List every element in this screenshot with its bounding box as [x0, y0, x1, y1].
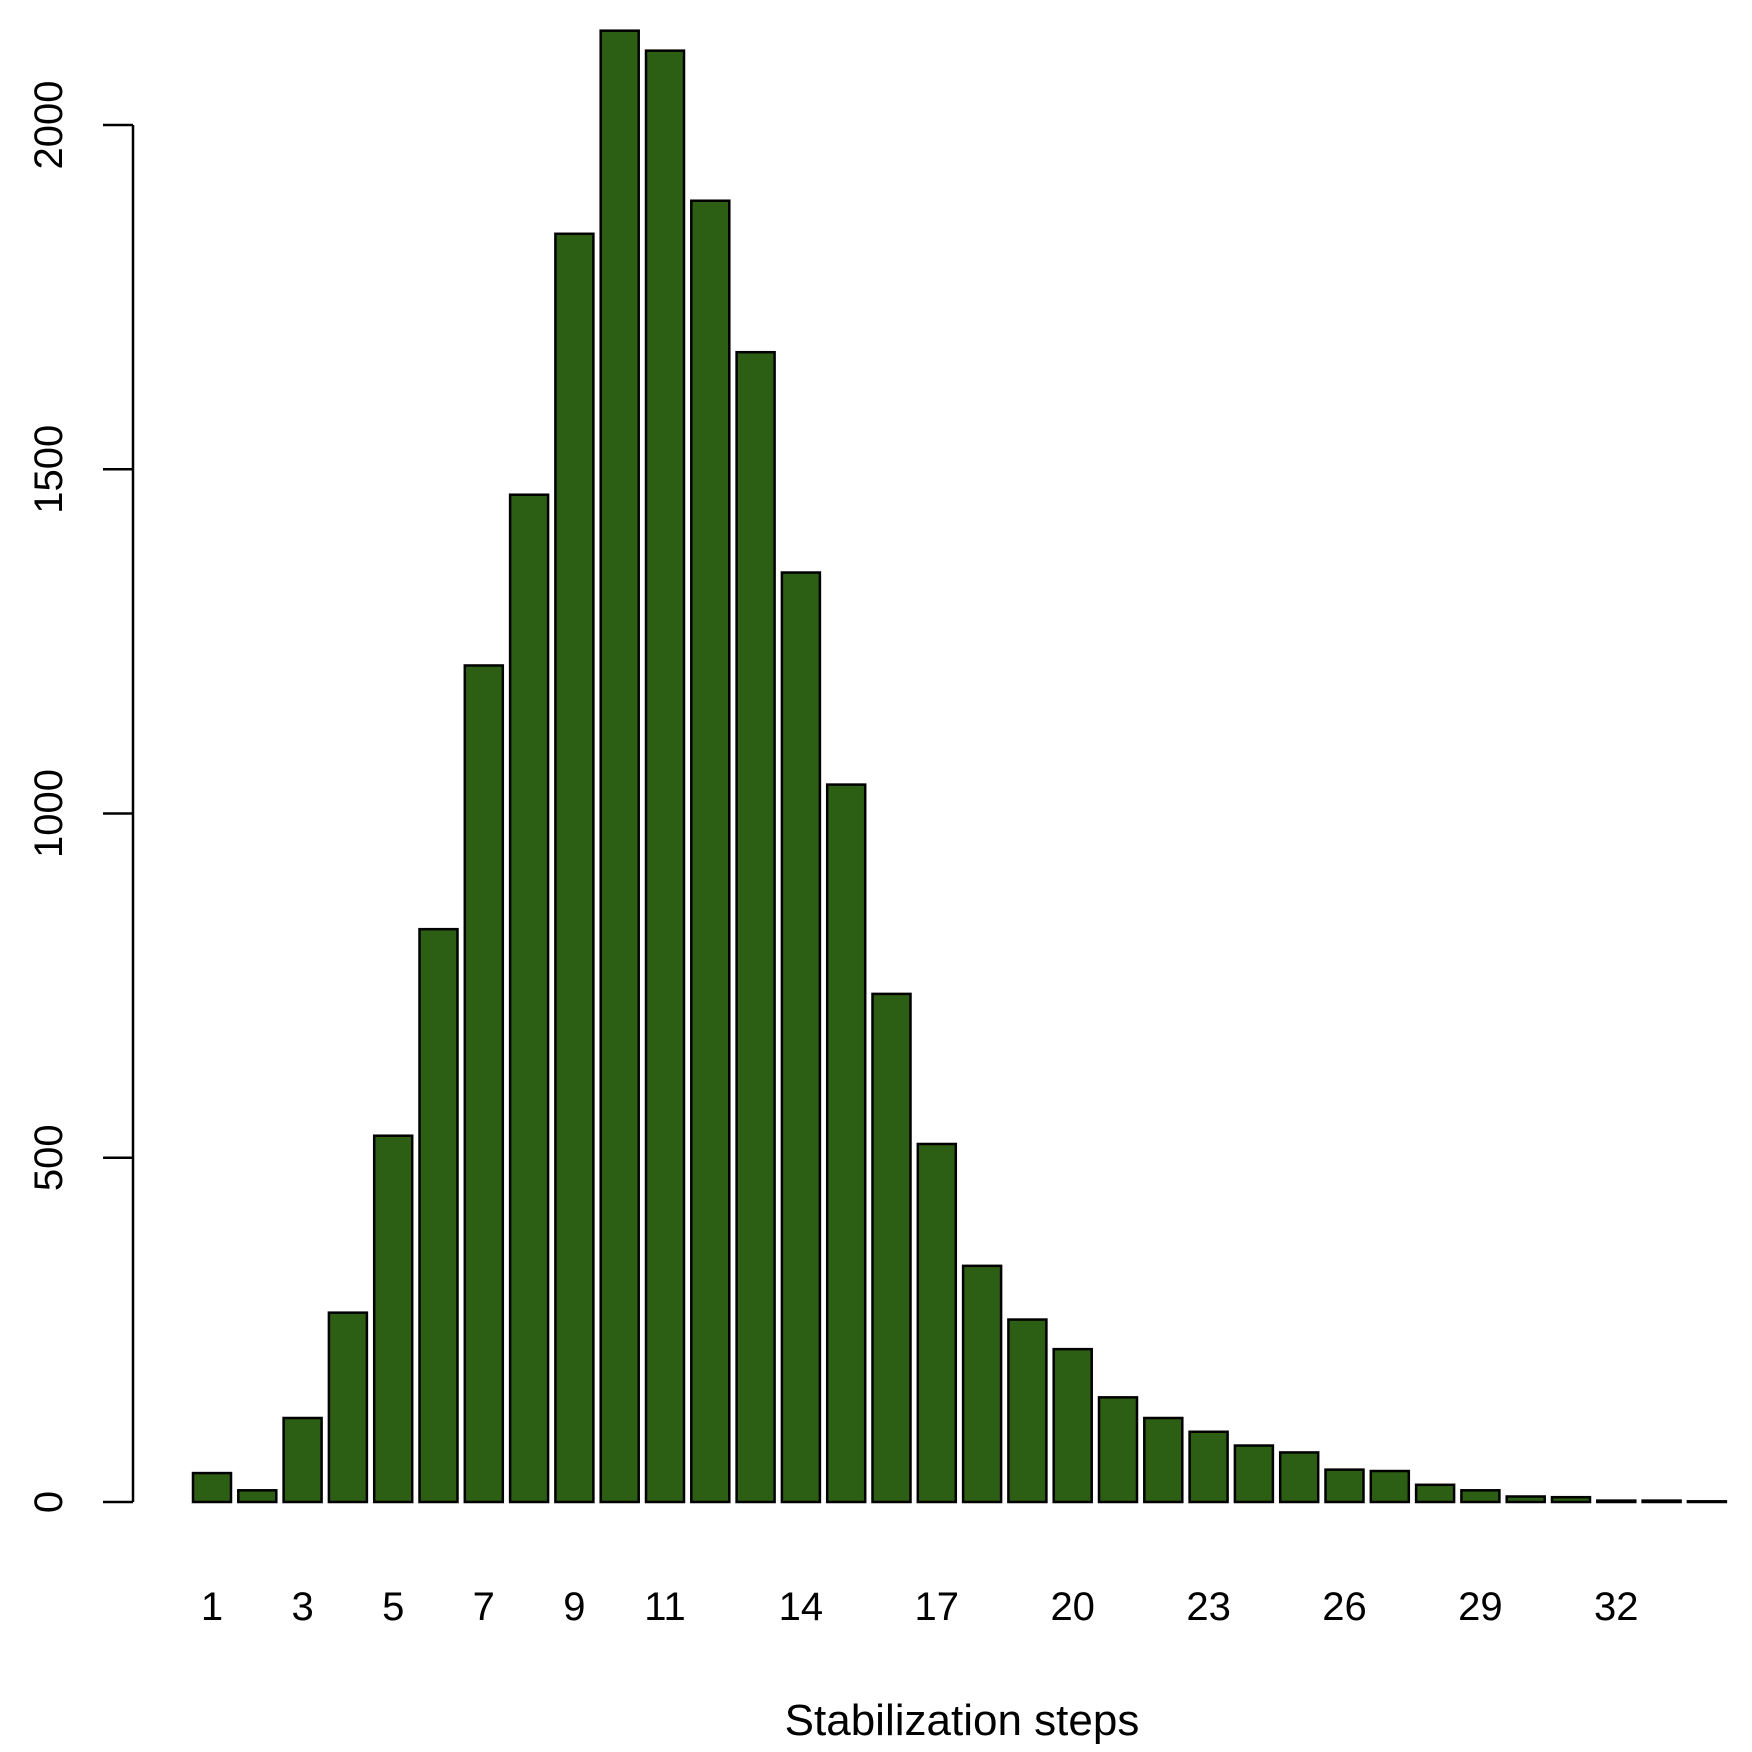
bar-1	[191, 1471, 233, 1504]
y-tick-label-0: 0	[27, 1491, 71, 1513]
bar-16	[871, 992, 912, 1504]
x-tick-label-5: 5	[382, 1585, 404, 1629]
bar-15	[825, 783, 867, 1504]
x-tick-label-11: 11	[644, 1585, 686, 1629]
x-tick-label-1: 1	[201, 1585, 223, 1629]
bar-34	[1686, 1500, 1728, 1504]
bar-28	[1414, 1483, 1456, 1504]
bar-13	[735, 350, 776, 1504]
x-tick-label-32: 32	[1594, 1585, 1639, 1629]
bar-22	[1143, 1416, 1184, 1504]
x-axis-title: Stabilization steps	[785, 1696, 1140, 1745]
bar-2	[237, 1489, 278, 1504]
bar-14	[780, 571, 822, 1504]
bar-23	[1188, 1430, 1229, 1504]
bar-33	[1641, 1499, 1682, 1504]
bar-29	[1460, 1489, 1501, 1504]
y-axis: 0 500 1000 1500 2000	[27, 81, 135, 1513]
y-tick-label-500: 500	[27, 1124, 71, 1191]
x-tick-label-26: 26	[1322, 1585, 1367, 1629]
bar-12	[690, 199, 731, 1504]
x-tick-label-23: 23	[1186, 1585, 1231, 1629]
bar-11	[644, 49, 686, 1504]
bar-17	[916, 1142, 958, 1504]
bar-24	[1233, 1444, 1275, 1504]
bar-25	[1278, 1451, 1320, 1504]
bar-4	[327, 1311, 369, 1504]
bar-21	[1097, 1396, 1139, 1504]
y-tick-label-1500: 1500	[27, 425, 71, 514]
y-tick-label-1000: 1000	[27, 769, 71, 858]
bar-19	[1007, 1318, 1048, 1504]
x-tick-label-14: 14	[779, 1585, 824, 1629]
x-tick-label-29: 29	[1458, 1585, 1503, 1629]
bars-group	[191, 29, 1728, 1504]
y-tick-label-2000: 2000	[27, 81, 71, 170]
bar-32	[1596, 1499, 1637, 1504]
bar-8	[508, 493, 550, 1504]
x-tick-label-3: 3	[291, 1585, 313, 1629]
bar-10	[599, 29, 640, 1504]
x-tick-label-7: 7	[473, 1585, 495, 1629]
bar-26	[1324, 1468, 1365, 1504]
bar-9	[554, 232, 595, 1504]
bar-27	[1369, 1469, 1411, 1504]
bar-5	[372, 1134, 414, 1504]
x-axis: 1 3 5 7 9 11 14 17 20 23 26 29 32	[201, 1585, 1639, 1629]
x-tick-label-20: 20	[1050, 1585, 1095, 1629]
bar-31	[1550, 1495, 1592, 1504]
x-tick-label-17: 17	[915, 1585, 960, 1629]
bar-6	[418, 927, 459, 1504]
bar-7	[463, 664, 505, 1504]
bar-18	[961, 1264, 1003, 1504]
bar-30	[1505, 1495, 1546, 1504]
x-tick-label-9: 9	[563, 1585, 585, 1629]
bar-20	[1052, 1347, 1093, 1504]
bar-3	[282, 1416, 323, 1504]
